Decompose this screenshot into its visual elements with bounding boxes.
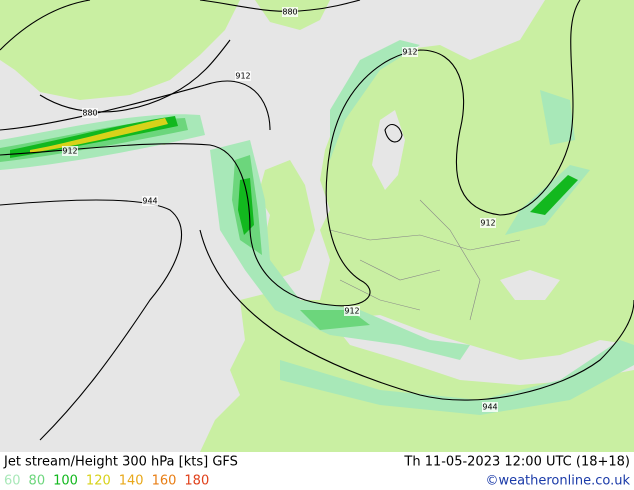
contour-labels: 880 880 912 912 912 944 912 912 944 <box>62 7 498 412</box>
contour-label-bg <box>480 218 496 228</box>
legend-value: 100 <box>53 474 78 489</box>
legend-value: 180 <box>184 474 209 489</box>
contour-label: 912 <box>62 147 77 156</box>
legend-value: 160 <box>152 474 177 489</box>
contour-label-bg <box>402 47 418 57</box>
legend-value: 120 <box>86 474 111 489</box>
contour-label: 944 <box>482 403 497 412</box>
legend: 60 80 100 120 140 160 180 <box>4 474 209 489</box>
legend-value: 60 <box>4 474 21 489</box>
footer <box>0 452 634 490</box>
credit: ©weatheronline.co.uk <box>485 474 630 489</box>
contour-label: 944 <box>142 197 157 206</box>
contour-label-bg <box>142 196 158 206</box>
height-contours <box>0 0 634 441</box>
contour-label-bg <box>235 71 251 81</box>
datetime: Th 11-05-2023 12:00 UTC (18+18) <box>403 455 630 470</box>
contour-label: 912 <box>235 72 250 81</box>
borders <box>329 199 521 321</box>
contour-label: 912 <box>480 219 495 228</box>
legend-value: 140 <box>119 474 144 489</box>
contour-label-bg <box>62 146 78 156</box>
contour-label: 912 <box>402 48 417 57</box>
legend-value: 80 <box>29 474 46 489</box>
contour-label-bg <box>482 402 498 412</box>
contour-label: 880 <box>82 109 97 118</box>
contour-label: 880 <box>282 8 297 17</box>
contour-label-bg <box>282 7 298 17</box>
title: Jet stream/Height 300 hPa [kts] GFS <box>3 455 238 470</box>
contour-label: 912 <box>344 307 359 316</box>
jet-stream <box>0 40 634 415</box>
contour-label-bg <box>344 306 360 316</box>
contour-label-bg <box>82 108 98 118</box>
